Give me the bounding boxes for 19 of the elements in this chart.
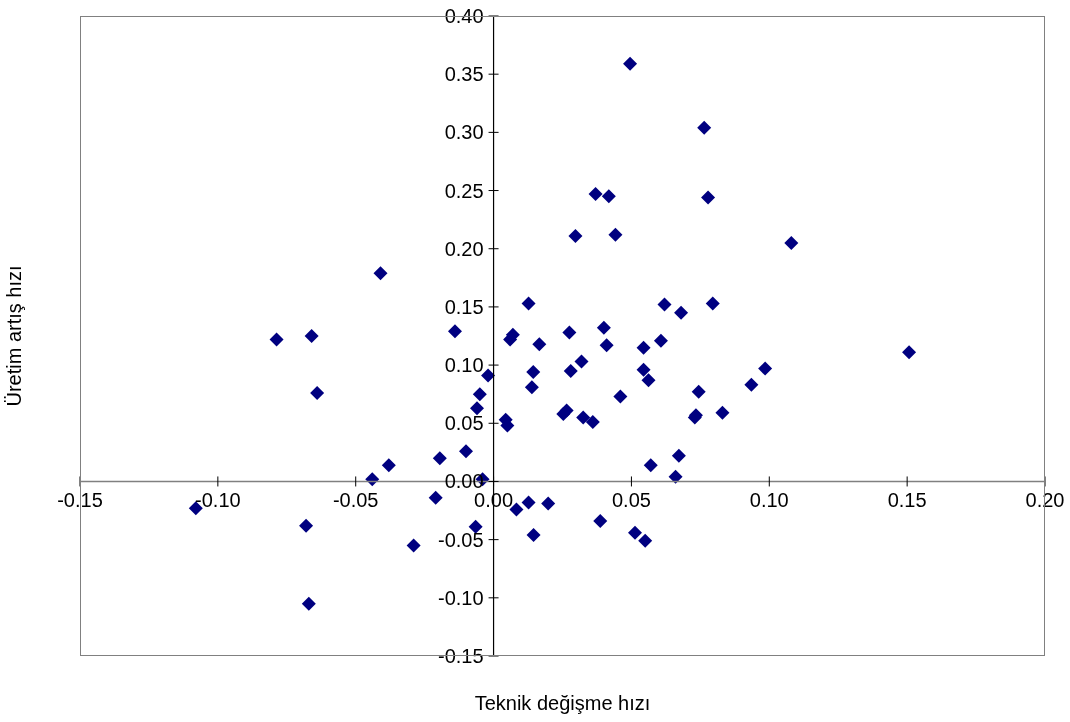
y-tick-label: 0.15: [444, 295, 484, 318]
x-tick-label: -0.05: [332, 489, 379, 512]
x-tick-label: 0.05: [611, 489, 651, 512]
y-tick-label: 0.30: [444, 121, 484, 144]
y-tick-label: 0.20: [444, 237, 484, 260]
x-tick-label: -0.15: [57, 489, 103, 512]
y-tick-label: 0.00: [444, 470, 484, 493]
y-tick-label: 0.25: [444, 179, 484, 202]
x-tick-label: 0.10: [749, 489, 789, 512]
x-tick-label: 0.20: [1025, 489, 1065, 512]
y-tick-label: -0.10: [437, 586, 484, 609]
y-tick-label: 0.10: [444, 354, 484, 377]
y-tick-label: 0.35: [444, 63, 484, 86]
y-tick-label: 0.05: [444, 412, 484, 435]
x-axis-title: Teknik değişme hızı: [473, 692, 652, 715]
x-tick-label: 0.15: [887, 489, 927, 512]
y-axis-title: Üretim artış hızı: [2, 265, 26, 407]
x-tick-label: -0.10: [195, 489, 241, 512]
y-tick-label: -0.05: [437, 528, 484, 551]
